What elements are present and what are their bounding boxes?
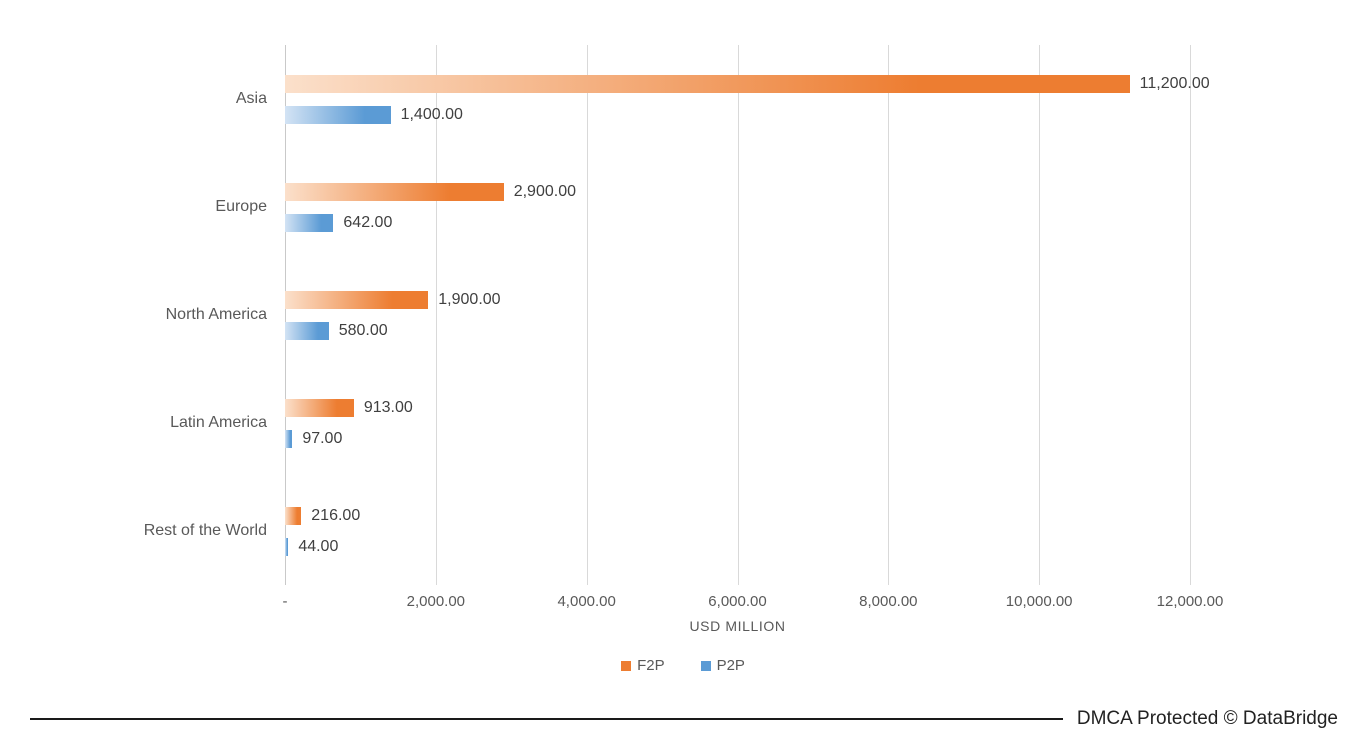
bar-line-p2p: 1,400.00: [285, 105, 1190, 124]
bar-line-f2p: 913.00: [285, 398, 1190, 417]
x-tick: 2,000.00: [406, 593, 466, 610]
value-label: 2,900.00: [513, 182, 576, 200]
bar-f2p: [285, 398, 354, 417]
footer: DMCA Protected © DataBridge: [0, 708, 1366, 730]
gridline: [435, 45, 437, 585]
legend-swatch-f2p: [621, 660, 632, 671]
bar-line-p2p: 580.00: [285, 321, 1190, 340]
value-label: 216.00: [311, 506, 361, 524]
plot-area: Asia 11,200.00 1,400.00 Europe 2,900.00 642.0…: [144, 45, 1210, 585]
category-label: Latin America: [170, 414, 267, 431]
bar-line-p2p: 642.00: [285, 213, 1190, 232]
gridline: [586, 45, 588, 585]
value-label: 1,400.00: [400, 105, 463, 123]
legend: F2P P2P: [0, 657, 1366, 674]
gridline: [888, 45, 890, 585]
value-label: 44.00: [298, 537, 339, 555]
bar-p2p: [285, 321, 329, 340]
category-label: Europe: [215, 198, 267, 215]
y-axis-line: [285, 45, 286, 585]
dmca-watermark: DMCA Protected © DataBridge: [1076, 708, 1338, 729]
chart-row: Latin America 913.00 97.00: [170, 369, 1190, 477]
legend-label: P2P: [716, 657, 745, 674]
value-label: 1,900.00: [438, 290, 501, 308]
chart-row: Europe 2,900.00 642.00: [215, 153, 1190, 261]
bar-line-f2p: 2,900.00: [285, 182, 1190, 201]
value-label: 913.00: [363, 398, 413, 416]
x-tick: 8,000.00: [859, 593, 918, 610]
bar-line-f2p: 1,900.00: [285, 290, 1190, 309]
gridline: [1039, 45, 1041, 585]
chart-row: Rest of the World 216.00 44.00: [144, 477, 1190, 585]
legend-swatch-p2p: [700, 660, 711, 671]
gridline: [737, 45, 739, 585]
category-label: North America: [165, 306, 267, 323]
bar-line-f2p: 216.00: [285, 506, 1190, 525]
category-label: Rest of the World: [143, 522, 267, 539]
value-label: 642.00: [343, 213, 393, 231]
x-tick: -: [282, 593, 288, 610]
bar-f2p: [285, 506, 302, 525]
legend-item-p2p: P2P: [700, 657, 745, 674]
chart-row: North America 1,900.00 580.00: [166, 261, 1190, 369]
bar-p2p: [285, 213, 334, 232]
footer-divider-line: [30, 718, 1063, 720]
legend-label: F2P: [637, 657, 665, 674]
x-tick: 10,000.00: [1005, 593, 1073, 610]
value-label: 97.00: [302, 429, 343, 447]
bar-line-p2p: 97.00: [285, 429, 1190, 448]
bar-rows: Asia 11,200.00 1,400.00 Europe 2,900.00 642.0…: [144, 45, 1210, 585]
bar-line-f2p: 11,200.00: [285, 74, 1210, 93]
bar-p2p: [285, 429, 293, 448]
bar-p2p: [285, 537, 289, 556]
category-label: Asia: [235, 90, 267, 107]
x-tick: 12,000.00: [1156, 593, 1224, 610]
x-tick: 6,000.00: [708, 593, 767, 610]
x-axis-title: USD MILLION: [689, 618, 786, 634]
bar-line-p2p: 44.00: [285, 537, 1190, 556]
bar-f2p: [285, 182, 504, 201]
gridlines: [285, 45, 1191, 585]
value-label: 580.00: [338, 321, 388, 339]
gridline: [1190, 45, 1191, 585]
value-label: 11,200.00: [1139, 74, 1210, 92]
bar-f2p: [285, 74, 1130, 93]
x-axis-ticks: - 2,000.00 4,000.00 6,000.00 8,000.00 10,000.…: [282, 593, 1224, 613]
bar-p2p: [285, 105, 391, 124]
bar-f2p: [285, 290, 429, 309]
chart-row: Asia 11,200.00 1,400.00: [236, 45, 1210, 153]
legend-item-f2p: F2P: [621, 657, 665, 674]
x-tick: 4,000.00: [557, 593, 616, 610]
